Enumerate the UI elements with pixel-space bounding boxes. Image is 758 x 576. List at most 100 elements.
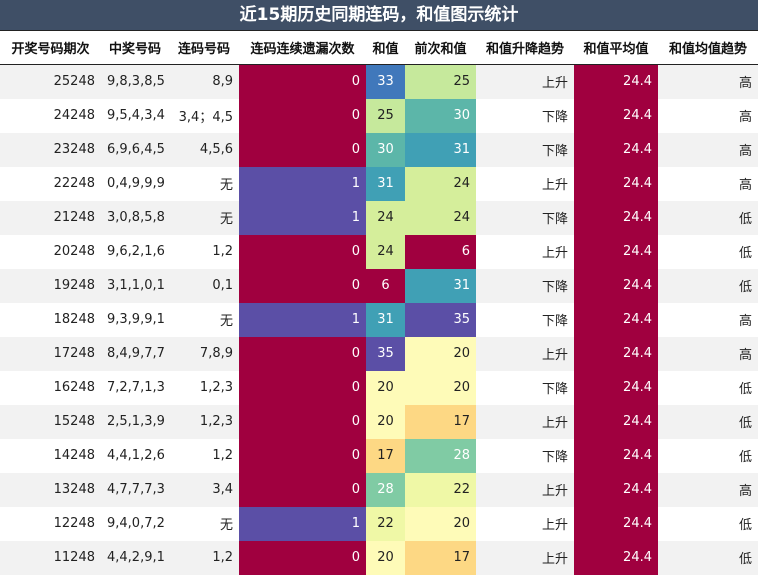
table-row: 18248 9,3,9,9,1 无 1 31 35 下降 24.4 高 bbox=[0, 302, 758, 337]
cell-prev-sum: 20 bbox=[405, 336, 476, 371]
cell-period: 21248 bbox=[0, 200, 101, 235]
table-row: 13248 4,7,7,7,3 3,4 0 28 22 上升 24.4 高 bbox=[0, 472, 758, 507]
cell-sum-average: 24.4 bbox=[574, 438, 658, 473]
cell-consecutive: 1,2,3 bbox=[169, 370, 239, 405]
header-sum-average[interactable]: 和值平均值 bbox=[574, 31, 658, 65]
cell-consecutive: 4,5,6 bbox=[169, 132, 239, 167]
cell-period: 24248 bbox=[0, 98, 101, 133]
cell-consecutive: 无 bbox=[169, 200, 239, 235]
cell-sum: 31 bbox=[366, 302, 405, 337]
cell-sum-average: 24.4 bbox=[574, 64, 658, 99]
cell-prev-sum: 6 bbox=[405, 234, 476, 269]
cell-sum: 20 bbox=[366, 540, 405, 575]
cell-sum-trend: 上升 bbox=[476, 336, 574, 371]
cell-numbers: 4,7,7,7,3 bbox=[101, 472, 169, 507]
cell-period: 22248 bbox=[0, 166, 101, 201]
header-sum-trend[interactable]: 和值升降趋势 bbox=[476, 31, 574, 65]
header-row: 开奖号码期次 中奖号码 连码号码 连码连续遗漏次数 和值 前次和值 和值升降趋势… bbox=[0, 31, 758, 65]
cell-miss-count: 0 bbox=[239, 132, 366, 167]
cell-sum: 6 bbox=[366, 268, 405, 303]
header-miss-count[interactable]: 连码连续遗漏次数 bbox=[239, 31, 366, 65]
cell-consecutive: 1,2 bbox=[169, 234, 239, 269]
table-row: 15248 2,5,1,3,9 1,2,3 0 20 17 上升 24.4 低 bbox=[0, 404, 758, 439]
cell-average-trend: 高 bbox=[658, 336, 758, 371]
cell-prev-sum: 22 bbox=[405, 472, 476, 507]
header-period[interactable]: 开奖号码期次 bbox=[0, 31, 101, 65]
cell-prev-sum: 20 bbox=[405, 370, 476, 405]
cell-period: 19248 bbox=[0, 268, 101, 303]
cell-miss-count: 1 bbox=[239, 302, 366, 337]
cell-sum-average: 24.4 bbox=[574, 268, 658, 303]
cell-sum: 22 bbox=[366, 506, 405, 541]
cell-average-trend: 低 bbox=[658, 404, 758, 439]
cell-consecutive: 1,2 bbox=[169, 540, 239, 575]
cell-prev-sum: 20 bbox=[405, 506, 476, 541]
cell-consecutive: 无 bbox=[169, 166, 239, 201]
table-row: 11248 4,4,2,9,1 1,2 0 20 17 上升 24.4 低 bbox=[0, 540, 758, 575]
table-row: 24248 9,5,4,3,4 3,4；4,5 0 25 30 下降 24.4 高 bbox=[0, 98, 758, 133]
cell-period: 14248 bbox=[0, 438, 101, 473]
cell-numbers: 0,4,9,9,9 bbox=[101, 166, 169, 201]
cell-sum-average: 24.4 bbox=[574, 336, 658, 371]
cell-average-trend: 低 bbox=[658, 234, 758, 269]
table-title: 近15期历史同期连码，和值图示统计 bbox=[0, 0, 758, 31]
header-average-trend[interactable]: 和值均值趋势 bbox=[658, 31, 758, 65]
cell-miss-count: 0 bbox=[239, 438, 366, 473]
cell-numbers: 3,1,1,0,1 bbox=[101, 268, 169, 303]
header-numbers[interactable]: 中奖号码 bbox=[101, 31, 169, 65]
cell-prev-sum: 28 bbox=[405, 438, 476, 473]
cell-numbers: 9,6,2,1,6 bbox=[101, 234, 169, 269]
cell-sum-average: 24.4 bbox=[574, 234, 658, 269]
cell-sum-trend: 上升 bbox=[476, 540, 574, 575]
header-consecutive[interactable]: 连码号码 bbox=[169, 31, 239, 65]
cell-average-trend: 低 bbox=[658, 540, 758, 575]
cell-sum-trend: 下降 bbox=[476, 132, 574, 167]
cell-miss-count: 0 bbox=[239, 404, 366, 439]
cell-sum-average: 24.4 bbox=[574, 302, 658, 337]
cell-prev-sum: 17 bbox=[405, 404, 476, 439]
cell-prev-sum: 35 bbox=[405, 302, 476, 337]
cell-sum: 24 bbox=[366, 234, 405, 269]
cell-sum: 28 bbox=[366, 472, 405, 507]
cell-sum: 24 bbox=[366, 200, 405, 235]
cell-sum-average: 24.4 bbox=[574, 166, 658, 201]
cell-sum-average: 24.4 bbox=[574, 540, 658, 575]
cell-sum-trend: 下降 bbox=[476, 370, 574, 405]
cell-prev-sum: 31 bbox=[405, 268, 476, 303]
table-row: 16248 7,2,7,1,3 1,2,3 0 20 20 下降 24.4 低 bbox=[0, 370, 758, 405]
cell-prev-sum: 24 bbox=[405, 200, 476, 235]
cell-consecutive: 无 bbox=[169, 506, 239, 541]
cell-numbers: 9,3,9,9,1 bbox=[101, 302, 169, 337]
header-sum[interactable]: 和值 bbox=[366, 31, 405, 65]
cell-average-trend: 高 bbox=[658, 64, 758, 99]
cell-period: 11248 bbox=[0, 540, 101, 575]
table-row: 12248 9,4,0,7,2 无 1 22 20 上升 24.4 低 bbox=[0, 506, 758, 541]
cell-average-trend: 低 bbox=[658, 506, 758, 541]
cell-average-trend: 高 bbox=[658, 472, 758, 507]
cell-period: 20248 bbox=[0, 234, 101, 269]
cell-prev-sum: 30 bbox=[405, 98, 476, 133]
cell-prev-sum: 31 bbox=[405, 132, 476, 167]
cell-average-trend: 低 bbox=[658, 438, 758, 473]
cell-sum: 31 bbox=[366, 166, 405, 201]
cell-numbers: 6,9,6,4,5 bbox=[101, 132, 169, 167]
cell-consecutive: 无 bbox=[169, 302, 239, 337]
cell-miss-count: 1 bbox=[239, 166, 366, 201]
table-row: 14248 4,4,1,2,6 1,2 0 17 28 下降 24.4 低 bbox=[0, 438, 758, 473]
cell-sum-trend: 下降 bbox=[476, 268, 574, 303]
cell-consecutive: 1,2 bbox=[169, 438, 239, 473]
cell-numbers: 4,4,2,9,1 bbox=[101, 540, 169, 575]
table-row: 19248 3,1,1,0,1 0,1 0 6 31 下降 24.4 低 bbox=[0, 268, 758, 303]
header-prev-sum[interactable]: 前次和值 bbox=[405, 31, 476, 65]
cell-miss-count: 0 bbox=[239, 64, 366, 99]
cell-sum: 35 bbox=[366, 336, 405, 371]
cell-sum-average: 24.4 bbox=[574, 472, 658, 507]
cell-average-trend: 高 bbox=[658, 166, 758, 201]
cell-numbers: 8,4,9,7,7 bbox=[101, 336, 169, 371]
cell-prev-sum: 25 bbox=[405, 64, 476, 99]
cell-sum-trend: 下降 bbox=[476, 302, 574, 337]
cell-consecutive: 7,8,9 bbox=[169, 336, 239, 371]
cell-sum-average: 24.4 bbox=[574, 506, 658, 541]
cell-average-trend: 低 bbox=[658, 200, 758, 235]
cell-sum-trend: 上升 bbox=[476, 166, 574, 201]
